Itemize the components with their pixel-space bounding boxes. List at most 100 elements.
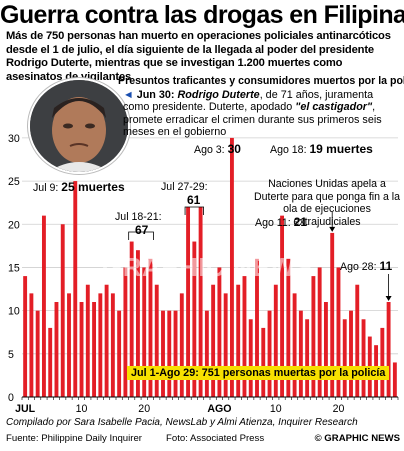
bar (355, 284, 360, 397)
annotation-jun30-nickname: "el castigador" (295, 101, 373, 114)
bar (186, 207, 191, 397)
bar (129, 241, 134, 397)
credits: Compilado por Sara Isabelle Pacia, NewsL… (6, 417, 358, 428)
bracket-jul27 (184, 206, 204, 215)
annotation-jul9-value: 25 muertes (61, 180, 125, 194)
annotation-ago11-date: Ago 11: (255, 217, 291, 229)
bar (280, 215, 285, 397)
y-tick-label: 15 (8, 262, 20, 274)
x-tick-label: JUL (15, 403, 36, 415)
bar (135, 250, 140, 397)
bar (54, 302, 59, 397)
annotation-ago28-value: 11 (379, 259, 393, 273)
bar (305, 319, 310, 397)
bar (242, 276, 247, 397)
annotation-jun30: ◄ Jun 30: Rodrigo Duterte, de 71 años, j… (123, 89, 401, 139)
annotation-ago11: Ago 11: 21 (255, 216, 307, 229)
bar (198, 207, 203, 397)
bar (229, 137, 234, 397)
annotation-ago18-date: Ago 18: (270, 144, 307, 156)
annotation-jul27-value: 61 (187, 193, 201, 207)
bar (35, 310, 40, 397)
source-text: Fuente: Philippine Daily Inquirer (6, 433, 142, 444)
x-tick-label: 20 (333, 403, 345, 415)
brand-text: © GRAPHIC NEWS (314, 433, 400, 444)
bar (154, 284, 159, 397)
arrowhead-ago18 (329, 226, 336, 232)
annotation-ago3: Ago 3: 30 (194, 143, 241, 156)
photo-credit: Foto: Associated Press (166, 433, 265, 444)
bar (380, 327, 385, 397)
annotation-jun30-name: Rodrigo Duterte (177, 89, 260, 101)
y-tick-label: 10 (8, 306, 20, 318)
y-tick-label: 30 (8, 133, 20, 145)
annotation-jul9: Jul 9: 25 muertes (33, 181, 125, 194)
bar (336, 267, 341, 397)
x-tick-label: 20 (138, 403, 150, 415)
annotation-jul9-date: Jul 9: (33, 182, 59, 194)
bar (217, 267, 222, 397)
bar (98, 293, 103, 397)
annotation-jun30-date: Jun 30: (136, 89, 175, 101)
annotation-ago28-date: Ago 28: (340, 261, 377, 273)
bar (79, 302, 84, 397)
annotation-ago18: Ago 18: 19 muertes (270, 143, 373, 156)
bar (261, 327, 266, 397)
y-tick-label: 20 (8, 219, 20, 231)
y-tick-label: 0 (8, 392, 14, 404)
bar (179, 293, 184, 397)
bar (392, 362, 397, 397)
bar (361, 319, 366, 397)
bar (236, 284, 241, 397)
bar (330, 232, 335, 397)
annotation-jun30-text-a: , de 71 años, juramenta como presidente.… (123, 89, 374, 114)
bar (60, 224, 65, 397)
annotation-jun30-text-b: , promete erradicar el crimen durante su… (123, 101, 382, 139)
annotation-ago18-note: Naciones Unidas apela a Duterte para que… (253, 178, 401, 228)
bar (29, 293, 34, 397)
x-tick-label: 10 (76, 403, 88, 415)
bar (48, 327, 53, 397)
bar (273, 284, 278, 397)
annotation-jul27-date: Jul 27-29: (161, 181, 208, 193)
bar (148, 258, 153, 397)
bar (73, 181, 78, 397)
bar (211, 284, 216, 397)
bracket-jul18 (128, 231, 154, 240)
bar (223, 293, 228, 397)
x-tick-label: 10 (270, 403, 282, 415)
bar (323, 302, 328, 397)
annotation-ago18-value: 19 muertes (309, 142, 373, 156)
bar (255, 258, 259, 397)
bar (204, 310, 209, 397)
bar (192, 241, 197, 397)
bar (267, 310, 272, 397)
bar (298, 310, 303, 397)
y-tick-label: 25 (8, 176, 20, 188)
page-subtitle: Más de 750 personas han muerto en operac… (6, 30, 391, 83)
annotation-ago28: Ago 28: 11 (340, 260, 392, 273)
chart-title: Presuntos traficantes y consumidores mue… (118, 75, 404, 87)
bar (286, 258, 291, 397)
bar (386, 302, 391, 397)
bar (342, 319, 347, 397)
page-title: Guerra contra las drogas en Filipinas (0, 1, 404, 29)
bar (349, 310, 353, 397)
bar (167, 310, 172, 397)
y-tick-label: 5 (8, 349, 14, 361)
arrowhead-ago28 (385, 296, 392, 301)
annotation-ago3-value: 30 (227, 142, 241, 156)
bar (85, 284, 90, 397)
marker-pointer-icon: ◄ (123, 89, 134, 101)
bar (92, 302, 97, 397)
bar (311, 276, 316, 397)
annotation-ago11-value: 21 (293, 215, 308, 229)
bar (248, 319, 253, 397)
bar (104, 284, 109, 397)
bar (173, 310, 178, 397)
watermark: GRAPHIC NEWS (102, 252, 314, 282)
annotation-jul18-value: 67 (135, 223, 149, 237)
bar (117, 310, 122, 397)
bar (23, 276, 28, 397)
annotation-jul18-date: Jul 18-21: (115, 211, 162, 223)
